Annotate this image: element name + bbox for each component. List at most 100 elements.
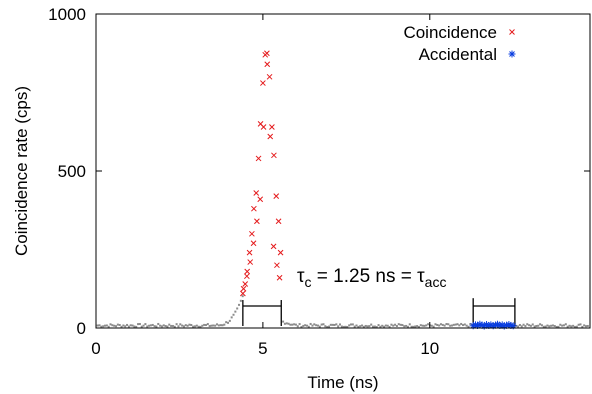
trace-point-169 (445, 323, 448, 326)
trace-point-118 (351, 323, 354, 326)
trace-point-101 (320, 323, 323, 326)
coincidence-extra-point-7 (264, 50, 270, 57)
trace-point-210 (520, 325, 523, 328)
trace-point-86 (293, 323, 296, 326)
coincidence-extra-point-9 (270, 243, 277, 250)
trace-point-136 (384, 324, 387, 327)
trace-point-109 (335, 323, 338, 326)
coincidence-extra-point-11 (276, 274, 283, 281)
trace-point-11 (116, 323, 119, 326)
trace-point-127 (368, 325, 371, 328)
trace-point-180 (465, 324, 468, 327)
trace-point-61 (208, 325, 211, 328)
trace-point-78 (239, 299, 242, 302)
trace-point-128 (370, 323, 373, 326)
coincidence-extra-point-2 (247, 259, 254, 265)
trace-point-21 (135, 325, 138, 328)
tau-acc-subscript: acc (425, 274, 447, 290)
tau-equation-text: = 1.25 ns = (312, 266, 418, 287)
trace-point-73 (230, 316, 233, 319)
trace-point-93 (305, 324, 308, 327)
trace-point-57 (201, 324, 204, 327)
trace-point-239 (573, 325, 576, 328)
coincidence-point-14 (271, 152, 277, 159)
trace-point-25 (142, 324, 145, 327)
trace-point-227 (551, 324, 554, 327)
trace-point-60 (206, 323, 209, 326)
trace-point-0 (96, 324, 99, 327)
trace-point-150 (410, 325, 413, 328)
trace-point-114 (344, 325, 347, 328)
trace-point-133 (379, 325, 382, 328)
trace-point-17 (127, 325, 130, 328)
trace-point-246 (586, 324, 589, 327)
window-brackets (242, 298, 516, 326)
trace-point-162 (432, 325, 435, 328)
coincidence-point-2 (244, 268, 251, 275)
trace-point-82 (285, 322, 288, 325)
trace-point-232 (561, 324, 564, 327)
trace-point-105 (327, 325, 330, 328)
tau-c-subscript: c (305, 274, 312, 290)
trace-point-148 (406, 325, 409, 328)
trace-point-26 (144, 323, 147, 326)
trace-point-97 (313, 323, 316, 326)
trace-point-59 (204, 324, 207, 327)
trace-point-233 (562, 324, 565, 327)
trace-point-179 (463, 323, 466, 326)
trace-point-96 (311, 324, 314, 327)
trace-point-216 (531, 323, 534, 326)
trace-point-149 (408, 323, 411, 326)
trace-point-29 (149, 324, 152, 327)
trace-point-31 (153, 325, 156, 328)
trace-point-230 (557, 325, 560, 328)
trace-point-119 (353, 325, 356, 328)
trace-point-209 (518, 323, 521, 326)
coincidence-point-5 (251, 205, 257, 212)
trace-point-74 (232, 313, 235, 316)
trace-point-46 (181, 324, 184, 327)
y-tick-label-0: 0 (77, 319, 86, 338)
trace-point-178 (461, 324, 464, 327)
trace-point-173 (452, 323, 455, 326)
trace-point-130 (373, 325, 376, 328)
trace-point-2 (100, 325, 103, 328)
trace-point-211 (522, 323, 525, 326)
trace-point-121 (357, 325, 360, 328)
x-axis-label: Time (ns) (307, 373, 378, 392)
trace-point-102 (322, 323, 325, 326)
trace-point-95 (309, 322, 312, 325)
trace-point-238 (572, 324, 575, 327)
trace-point-164 (436, 323, 439, 326)
data-series (240, 50, 517, 330)
coincidence-point-15 (273, 193, 280, 199)
trace-point-229 (555, 325, 558, 328)
trace-point-20 (133, 325, 136, 328)
trace-point-44 (177, 325, 180, 328)
trace-point-244 (583, 324, 586, 327)
trace-point-12 (118, 323, 121, 326)
trace-point-182 (469, 323, 472, 326)
coincidence-extra-point-0 (240, 285, 247, 292)
coincidence-point-11 (264, 61, 271, 68)
trace-point-76 (236, 307, 239, 310)
trace-point-77 (238, 303, 241, 306)
trace-point-126 (366, 325, 369, 328)
trace-point-85 (291, 323, 294, 326)
trace-point-144 (399, 323, 402, 326)
trace-point-39 (168, 323, 171, 326)
trace-point-16 (126, 323, 129, 326)
trace-point-4 (104, 324, 107, 327)
trace-point-157 (423, 324, 426, 327)
trace-point-41 (171, 324, 174, 327)
trace-point-88 (296, 325, 299, 328)
trace-point-106 (329, 323, 332, 326)
trace-point-165 (438, 324, 441, 327)
trace-point-32 (155, 325, 158, 328)
coincidence-point-4 (249, 230, 255, 237)
trace-point-92 (304, 324, 307, 327)
trace-point-245 (584, 325, 587, 328)
trace-point-163 (434, 323, 437, 326)
trace-point-94 (307, 325, 310, 328)
